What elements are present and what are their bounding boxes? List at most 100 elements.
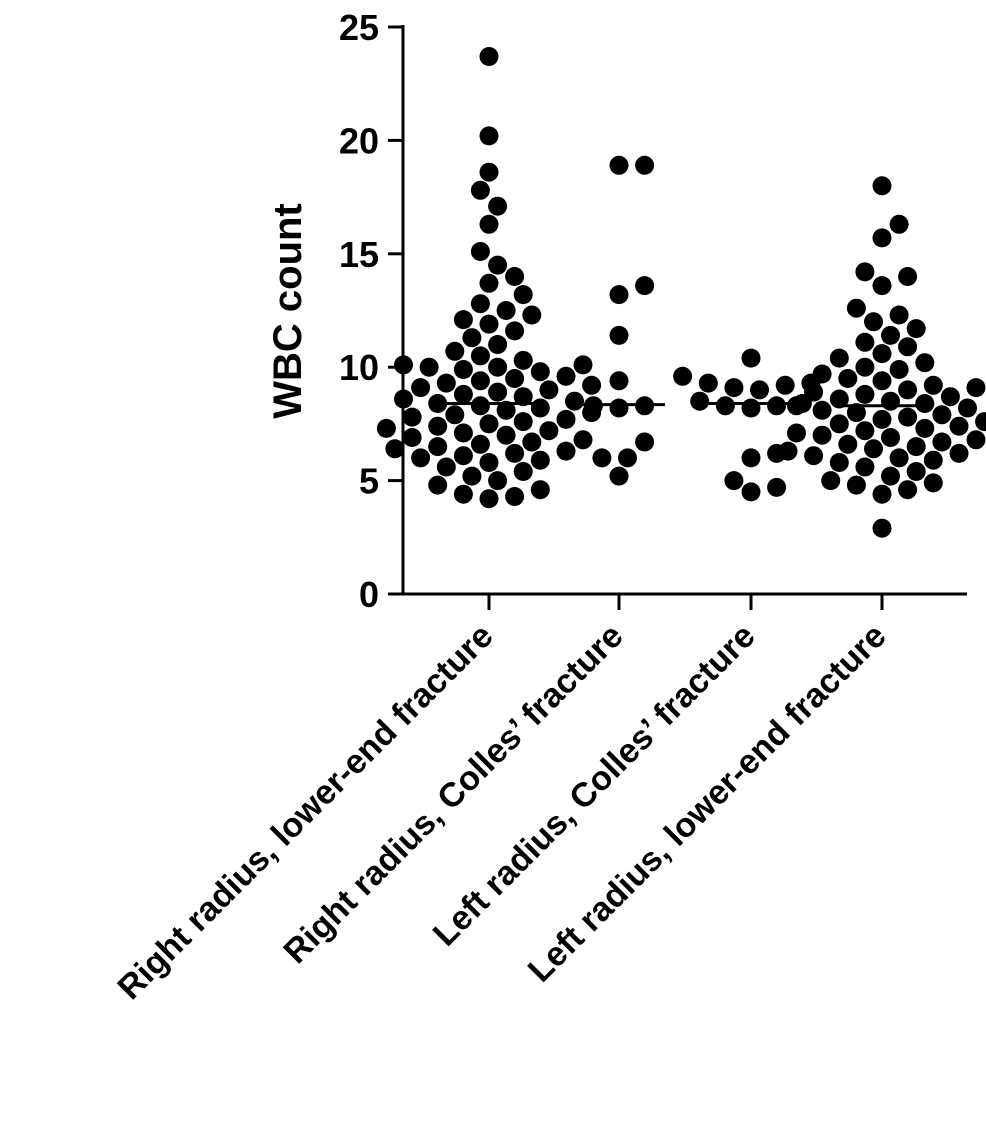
data-point [513,387,533,407]
y-tick-label: 25 [339,7,379,48]
data-point [394,355,413,375]
data-point [565,391,584,411]
data-point [470,242,490,261]
data-point [855,384,875,404]
data-point [804,446,824,466]
data-point [411,378,431,398]
data-point [513,285,533,305]
data-point [462,466,482,486]
data-point [453,446,473,466]
data-point [906,319,926,339]
data-point [505,487,525,506]
data-point [829,389,849,409]
data-point [556,409,576,429]
data-point [453,310,473,330]
y-axis: 0 5 10 15 20 25 [339,7,405,615]
data-point [609,325,629,345]
data-point [949,416,969,436]
data-point [898,407,918,427]
data-point [881,466,900,486]
data-point [872,409,892,429]
data-point [609,371,629,391]
data-point [462,328,482,348]
data-point [402,407,422,427]
data-point [787,423,806,443]
data-point [505,443,525,463]
data-point [767,396,787,416]
data-point [419,357,439,377]
data-point [838,369,858,388]
data-point [812,425,832,445]
data-point [804,382,824,402]
data-point [855,421,875,441]
data-point [539,380,559,400]
data-point [932,432,952,452]
data-point [915,353,935,373]
data-point [496,425,516,445]
data-point [479,47,499,66]
y-axis-title: WBC count [266,203,310,419]
data-point [940,387,960,407]
data-point [872,176,892,196]
data-point [889,448,909,468]
data-point [812,400,832,420]
y-tick-label: 15 [339,234,379,275]
data-point [635,155,655,175]
data-point [864,312,883,332]
data-point [846,403,866,423]
data-point [609,285,629,305]
data-point [915,394,935,413]
data-point [966,378,986,398]
data-point [530,398,550,418]
y-tick-label: 0 [359,574,379,615]
data-point [513,462,533,481]
data-point [609,466,629,486]
data-point [821,471,841,491]
data-point [775,375,795,395]
data-point [488,357,508,377]
data-point [741,398,761,418]
data-point [698,373,718,393]
data-point [479,453,499,472]
data-point [690,391,710,411]
data-point [530,362,550,382]
data-point [923,450,943,470]
data-point [479,162,499,182]
data-point [889,305,909,325]
data-point [428,394,448,413]
data-point [530,450,550,470]
data-point [496,400,516,420]
data-point [453,360,473,379]
data-point [741,482,761,502]
data-point [428,437,448,457]
data-point [864,439,883,459]
data-point [505,321,525,341]
data-point [635,432,655,452]
data-point [673,366,693,386]
data-point [872,276,892,296]
data-point [479,414,499,434]
data-point [855,357,875,377]
data-point [889,214,909,234]
data-point [428,416,448,436]
data-point [513,350,533,370]
data-point [488,382,508,402]
data-point [402,428,422,447]
data-point [975,412,986,432]
data-point [445,405,465,425]
data-points [376,47,986,538]
data-point [724,471,744,491]
data-point [872,344,892,364]
data-point [453,484,473,504]
data-point [573,355,593,375]
data-point [385,439,405,459]
data-point [932,405,952,425]
data-point [741,348,761,368]
data-point [846,475,866,495]
data-point [618,448,637,468]
data-point [872,484,892,504]
data-point [881,325,900,345]
data-point [505,267,525,286]
data-point [470,180,490,200]
